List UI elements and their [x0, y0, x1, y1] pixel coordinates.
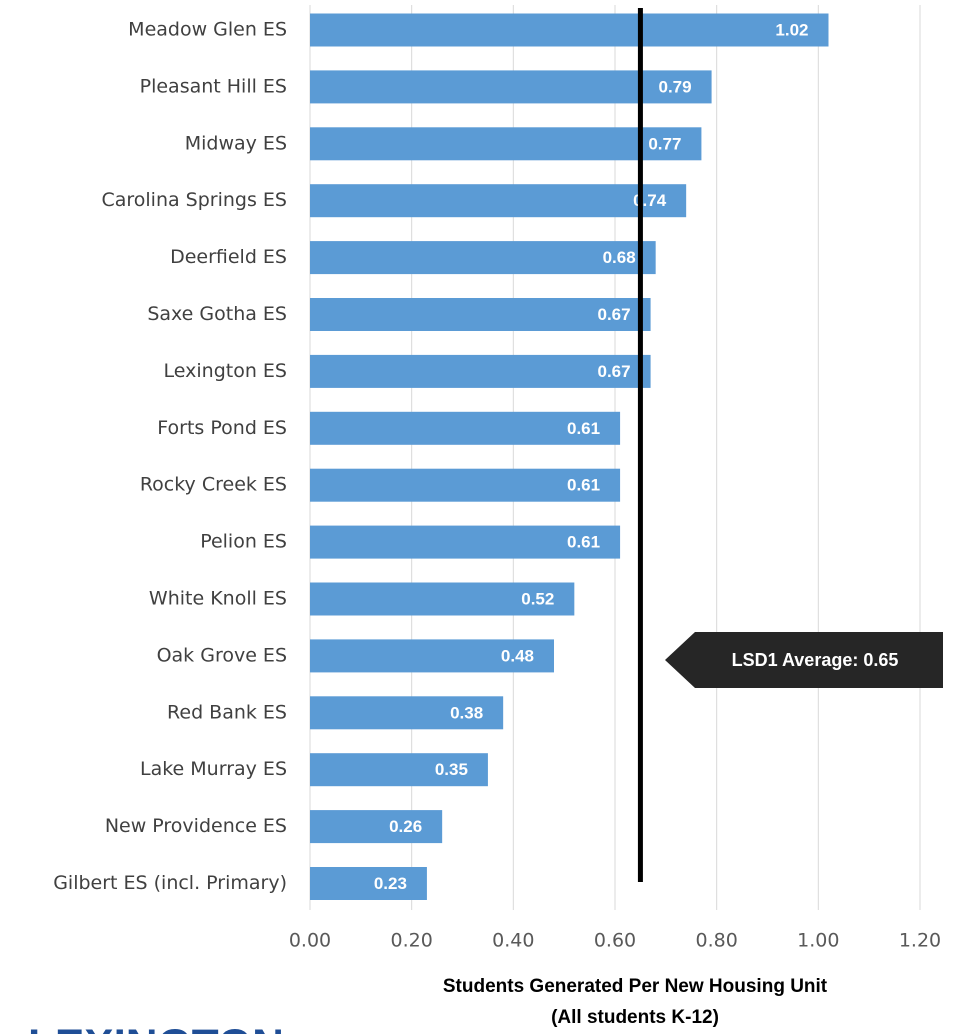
- value-label: 1.02: [775, 20, 808, 39]
- value-label: 0.38: [450, 703, 483, 722]
- bar: [310, 696, 504, 730]
- x-tick-label: 1.20: [899, 930, 941, 952]
- value-label: 0.61: [567, 419, 600, 438]
- x-axis-title: Students Generated Per New Housing Unit: [443, 976, 828, 997]
- y-tick-label: Carolina Springs ES: [101, 189, 287, 211]
- bar: [310, 753, 488, 787]
- bar: [310, 354, 651, 388]
- x-tick-label: 1.00: [797, 930, 839, 952]
- value-label: 0.61: [567, 533, 600, 552]
- y-tick-label: Gilbert ES (incl. Primary): [53, 872, 287, 894]
- value-label: 0.77: [648, 134, 681, 153]
- bar: [310, 127, 702, 161]
- value-label: 0.67: [597, 362, 630, 381]
- bar: [310, 184, 687, 218]
- y-tick-label: Lake Murray ES: [140, 758, 287, 780]
- bar: [310, 468, 621, 502]
- x-tick-label: 0.20: [391, 930, 433, 952]
- annotation: LSD1 Average: 0.65: [732, 650, 899, 670]
- y-tick-label: Pelion ES: [200, 531, 287, 553]
- bar: [310, 810, 443, 844]
- y-tick-label: Midway ES: [185, 132, 287, 154]
- value-label: 0.68: [603, 248, 636, 267]
- logo: LEXINGTON: [28, 1021, 284, 1034]
- y-tick-label: White Knoll ES: [149, 588, 287, 610]
- bar: [310, 13, 829, 47]
- bar: [310, 298, 651, 331]
- value-label: 0.35: [435, 760, 468, 779]
- value-label: 0.48: [501, 646, 534, 665]
- x-tick-label: 0.60: [594, 930, 636, 952]
- bar: [310, 525, 621, 559]
- y-tick-label: Deerfield ES: [170, 246, 287, 268]
- x-axis-title: (All students K-12): [551, 1007, 719, 1028]
- bar: [310, 582, 575, 616]
- bar: [310, 411, 621, 445]
- y-tick-label: Oak Grove ES: [157, 644, 287, 666]
- y-tick-label: Red Bank ES: [167, 701, 287, 723]
- bar: [310, 639, 554, 673]
- y-tick-label: Meadow Glen ES: [128, 19, 287, 41]
- value-label: 0.67: [597, 305, 630, 324]
- y-tick-label: Lexington ES: [164, 360, 287, 382]
- annotation-box: [665, 632, 943, 688]
- y-tick-label: New Providence ES: [105, 815, 287, 837]
- x-tick-label: 0.80: [696, 930, 738, 952]
- x-tick-label: 0.40: [492, 930, 534, 952]
- x-tick-label: 0.00: [289, 930, 331, 952]
- bar: [310, 70, 712, 104]
- bar: [310, 867, 427, 900]
- value-label: 0.79: [658, 77, 691, 96]
- y-tick-label: Pleasant Hill ES: [140, 75, 287, 97]
- value-label: 0.26: [389, 817, 422, 836]
- y-tick-label: Rocky Creek ES: [140, 474, 287, 496]
- y-tick-label: Saxe Gotha ES: [147, 303, 287, 325]
- value-label: 0.23: [374, 874, 407, 893]
- bar: [310, 241, 656, 275]
- value-label: 0.61: [567, 476, 600, 495]
- value-label: 0.52: [521, 589, 554, 608]
- y-tick-label: Forts Pond ES: [157, 417, 287, 439]
